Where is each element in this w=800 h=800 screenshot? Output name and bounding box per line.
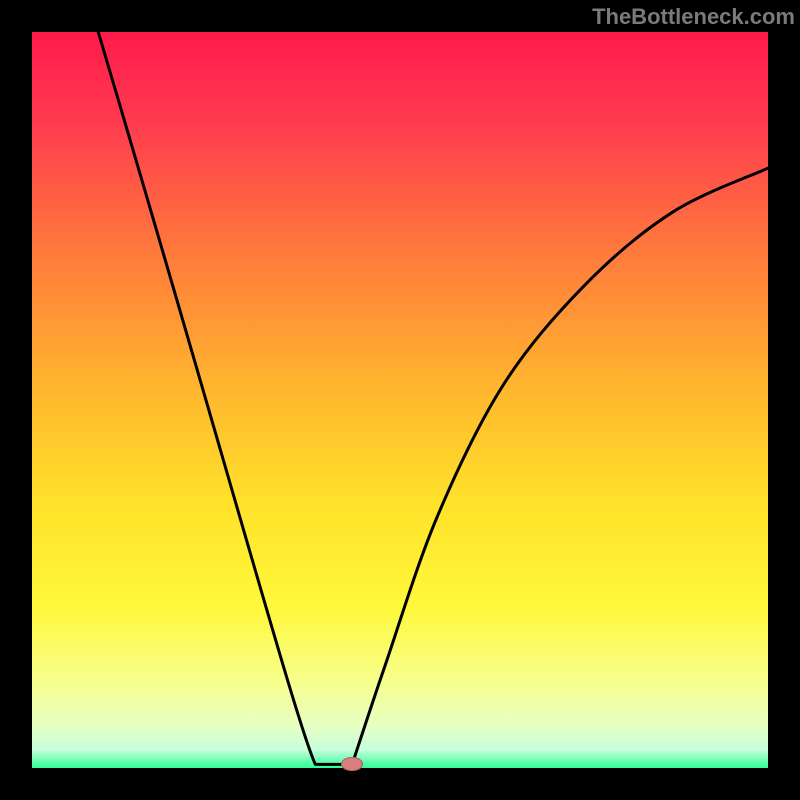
- chart-container: TheBottleneck.com: [0, 0, 800, 800]
- attribution-label: TheBottleneck.com: [592, 4, 795, 30]
- plot-area: [32, 32, 768, 768]
- optimal-point-marker: [341, 757, 363, 771]
- curve-path: [98, 32, 768, 764]
- bottleneck-curve: [32, 32, 768, 768]
